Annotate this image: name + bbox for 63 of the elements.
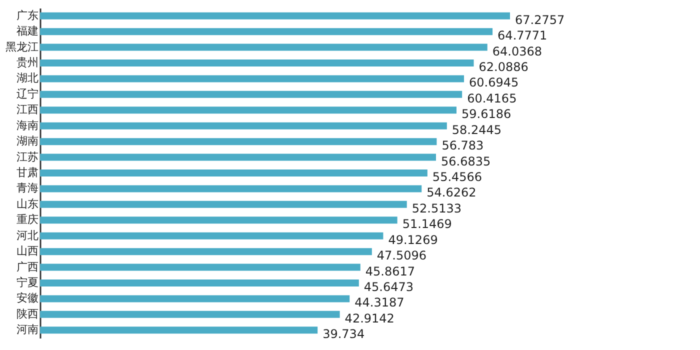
y-tick-label: 山东	[16, 197, 38, 210]
y-tick-label: 陕西	[16, 307, 38, 320]
y-tick-label: 江苏	[16, 150, 38, 164]
y-tick-label: 山西	[16, 244, 38, 258]
y-tick-label: 湖南	[16, 134, 38, 148]
y-tick-label: 黑龙江	[6, 40, 38, 54]
bar	[40, 170, 428, 176]
data-label: 54.6262	[426, 186, 476, 200]
bar	[40, 264, 360, 271]
bar	[40, 310, 340, 318]
data-label: 42.9142	[344, 311, 394, 326]
y-tick-label: 湖北	[16, 72, 38, 85]
y-tick-label: 福建	[16, 24, 38, 38]
data-label: 58.2445	[452, 122, 502, 137]
bar	[40, 75, 464, 82]
data-label: 56.6835	[441, 154, 491, 168]
y-tick-label: 河北	[16, 228, 38, 242]
y-tick-label: 安徽	[16, 292, 38, 305]
bar	[40, 12, 510, 20]
bar	[40, 138, 437, 146]
data-label: 60.6945	[469, 76, 519, 90]
y-tick-label: 广东	[16, 8, 38, 22]
y-tick-label: 宁夏	[16, 276, 38, 289]
data-label: 51.1469	[402, 217, 452, 232]
y-tick-label: 甘肃	[16, 166, 38, 179]
data-label: 64.0368	[492, 44, 542, 58]
bar	[40, 106, 457, 114]
data-label: 60.4165	[467, 91, 517, 106]
y-tick-label: 广西	[16, 260, 38, 274]
bar	[40, 326, 318, 334]
y-tick-label: 青海	[16, 182, 38, 195]
bar	[40, 154, 436, 161]
y-tick-label: 江西	[16, 103, 38, 116]
data-label: 67.2757	[515, 12, 565, 27]
bar	[40, 216, 398, 224]
data-label: 52.5133	[412, 201, 462, 216]
y-tick-label: 海南	[16, 118, 38, 132]
data-label: 47.5096	[376, 248, 427, 263]
data-label: 39.734	[322, 327, 365, 342]
data-label: 64.7771	[498, 28, 548, 43]
data-label: 56.783	[442, 138, 484, 153]
bar	[40, 280, 359, 286]
bar	[40, 295, 350, 302]
bar	[40, 200, 407, 208]
bar	[40, 44, 488, 51]
y-tick-label: 河南	[16, 323, 38, 336]
data-label: 62.0886	[478, 60, 528, 74]
data-label: 55.4566	[432, 170, 482, 184]
bar	[40, 90, 462, 98]
bar	[40, 232, 384, 240]
y-tick-label: 辽宁	[16, 87, 38, 100]
bar	[40, 28, 493, 36]
bar	[40, 122, 447, 130]
data-label: 45.8617	[365, 264, 416, 278]
bar	[40, 185, 422, 192]
y-tick-label: 重庆	[16, 213, 38, 226]
y-tick-label: 贵州	[16, 56, 38, 69]
data-label: 44.3187	[354, 296, 404, 310]
bar	[40, 60, 474, 66]
data-label: 49.1269	[388, 232, 438, 247]
data-label: 45.6473	[364, 280, 414, 294]
bar	[40, 248, 372, 256]
data-label: 59.6186	[462, 107, 512, 122]
